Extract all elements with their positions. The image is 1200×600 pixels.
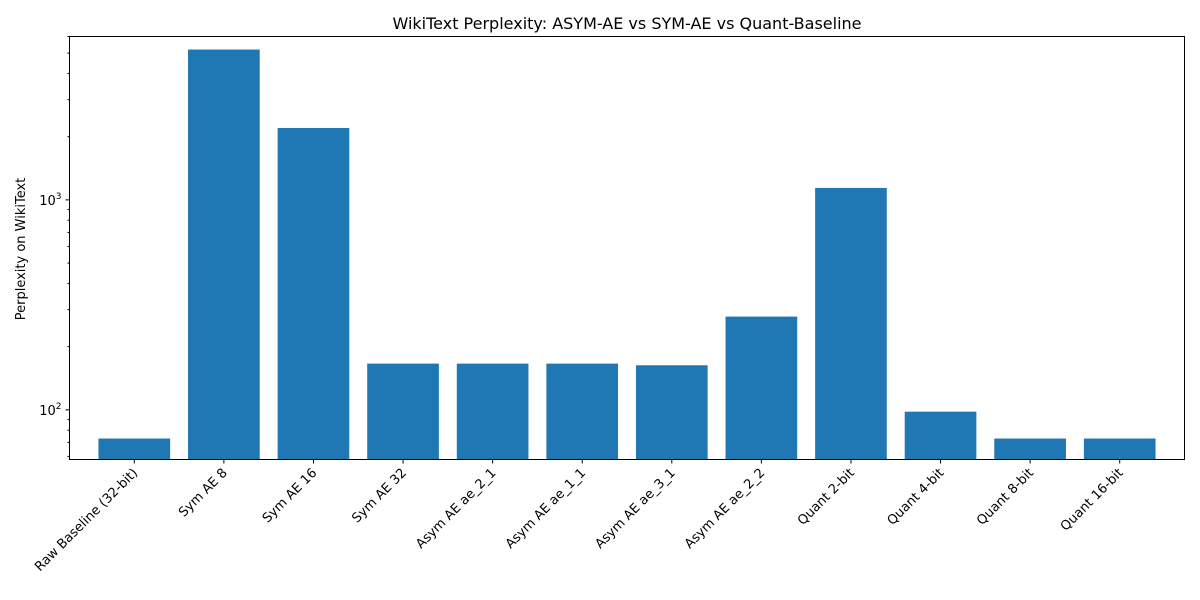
x-tick-label: Asym AE ae_1_1 (503, 466, 589, 552)
x-tick-label: Asym AE ae_3_1 (592, 466, 678, 552)
plot-frame (69, 36, 1185, 460)
bar-3 (367, 363, 439, 460)
x-tick-label: Quant 2-bit (795, 466, 858, 529)
bar-8 (815, 187, 887, 460)
x-ticks-group: Raw Baseline (32-bit) Sym AE 8 Sym AE 16 Sy… (32, 459, 1127, 575)
bar-2 (277, 127, 350, 460)
x-tick-label: Asym AE ae_2_2 (682, 466, 768, 552)
x-tick-label: Asym AE ae_2_1 (413, 466, 499, 552)
x-tick-label: Quant 8-bit (974, 466, 1037, 529)
y-ticks-group: 102 103 (39, 36, 70, 457)
bars-group (98, 49, 1156, 460)
x-tick-label: Sym AE 32 (349, 466, 409, 526)
bar-1 (188, 49, 260, 460)
y-tick-label: 103 (39, 192, 61, 209)
x-tick-label: Raw Baseline (32-bit) (32, 466, 141, 575)
y-tick-label: 102 (39, 402, 61, 419)
chart-title: WikiText Perplexity: ASYM-AE vs SYM-AE v… (392, 14, 861, 33)
bar-0 (98, 438, 171, 460)
x-tick-label: Quant 4-bit (885, 466, 948, 529)
bar-10 (994, 438, 1066, 460)
x-tick-label: Sym AE 16 (260, 466, 320, 526)
x-tick-label: Quant 16-bit (1058, 466, 1127, 535)
y-axis-label: Perplexity on WikiText (14, 178, 29, 321)
bar-6 (635, 365, 708, 460)
x-tick-label: Sym AE 8 (176, 466, 231, 521)
bar-9 (904, 411, 977, 460)
bar-4 (456, 363, 529, 460)
bar-11 (1083, 438, 1156, 460)
bar-5 (546, 363, 619, 460)
bar-7 (725, 316, 798, 460)
